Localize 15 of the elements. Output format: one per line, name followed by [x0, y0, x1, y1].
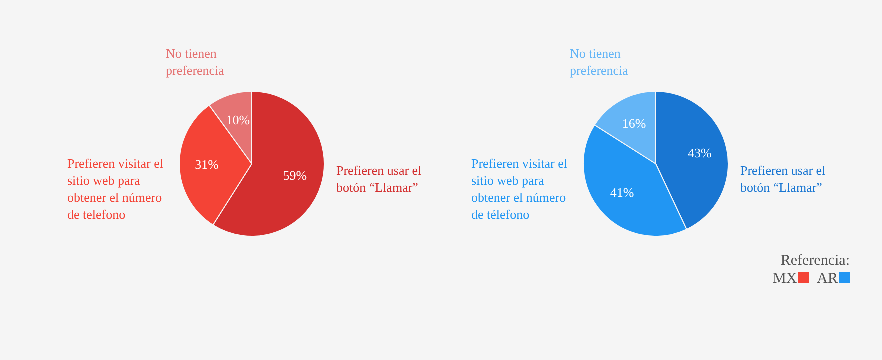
- category-label: AR: [817, 270, 838, 288]
- slice-label: Prefieren usar el botón “Llamar”: [740, 162, 826, 195]
- category-label: MX: [772, 270, 798, 288]
- slice-label: Prefieren visitar el sitio web para obtener el número de télefono: [472, 156, 568, 222]
- data-label: 41%: [610, 185, 634, 200]
- slice-label: No tienen preferencia: [166, 46, 225, 78]
- slice-label: No tienen preferencia: [570, 46, 629, 78]
- data-label: 59%: [283, 168, 308, 183]
- legend-title: Referencia:: [780, 252, 850, 270]
- data-label: 31%: [195, 156, 220, 172]
- data-label: 43%: [688, 146, 712, 161]
- data-label: 16%: [622, 116, 646, 132]
- data-label: 10%: [226, 112, 250, 128]
- slice-label: Prefieren usar el botón “Llamar”: [336, 162, 422, 195]
- slice-label: Prefieren visitar el sitio web para obtener el número de telefono: [68, 156, 164, 222]
